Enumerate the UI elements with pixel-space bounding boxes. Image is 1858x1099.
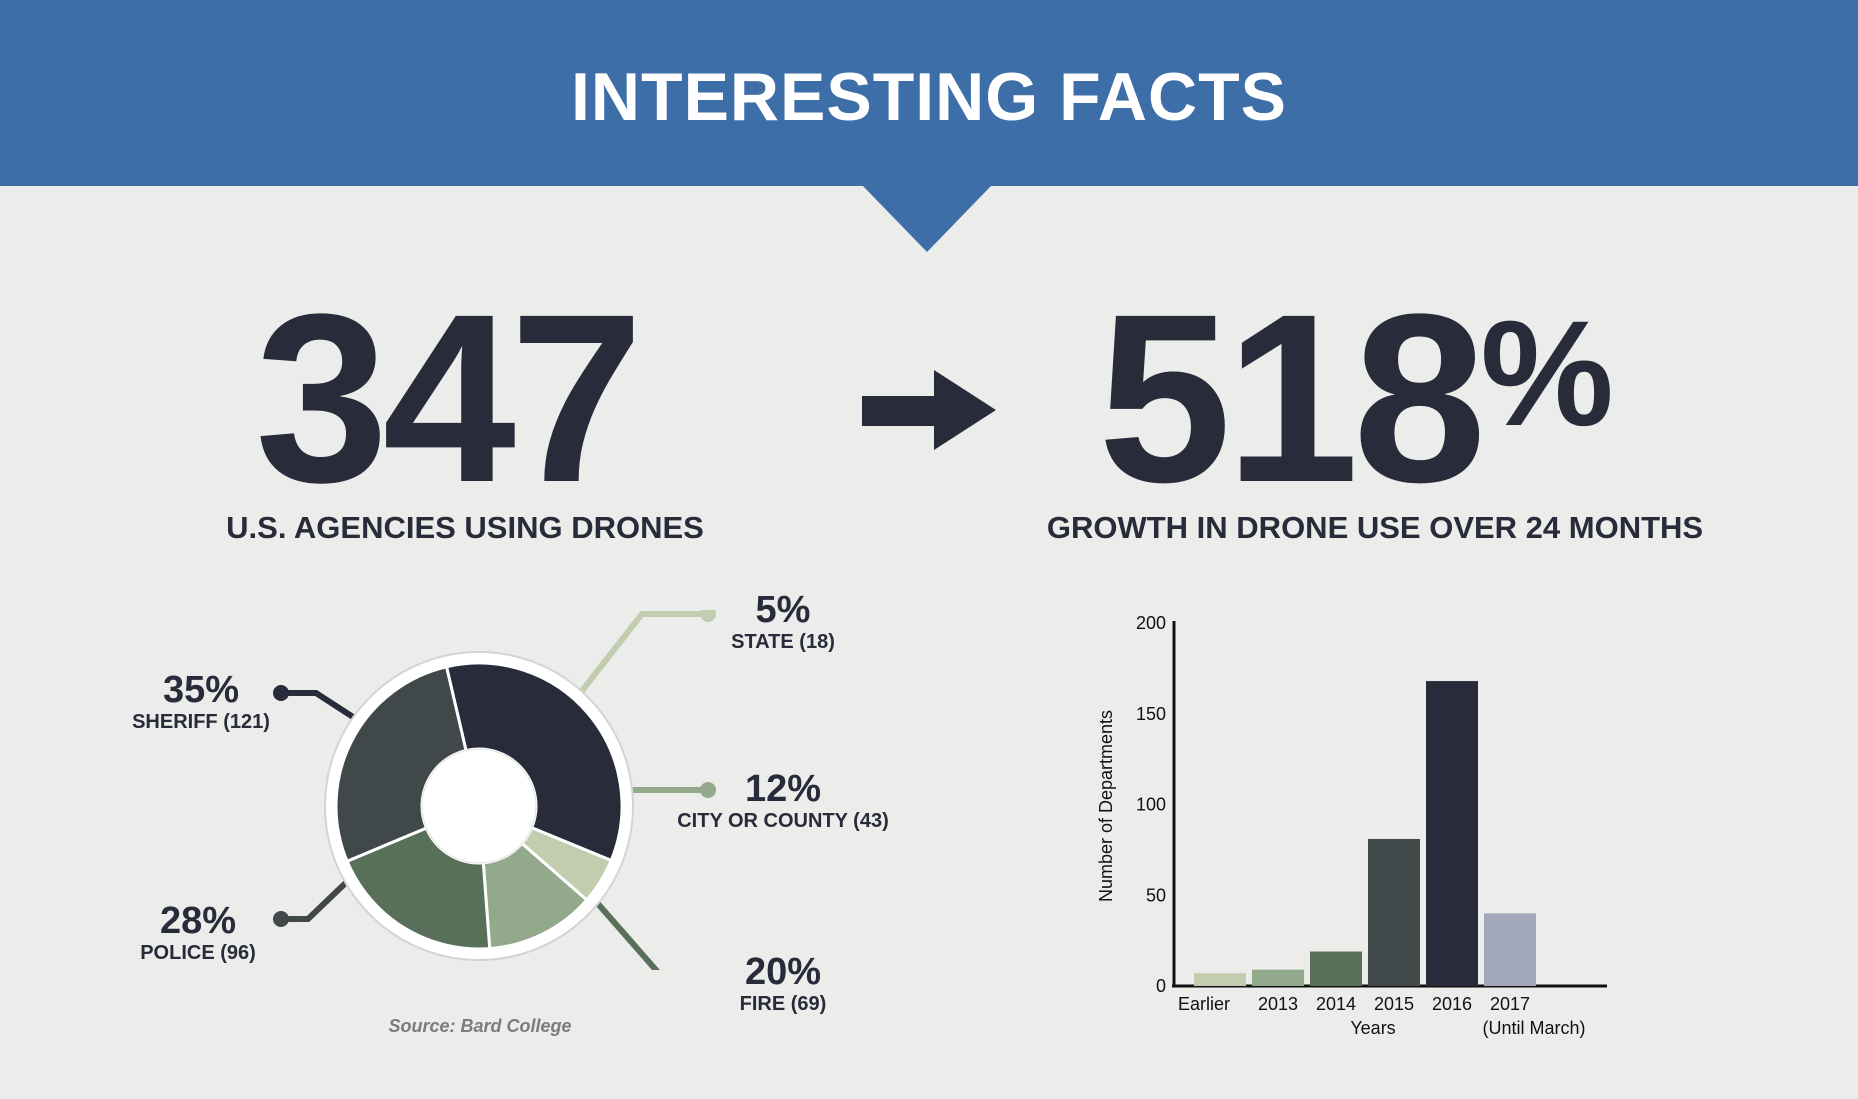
pie-label-city-name: CITY OR COUNTY (43) bbox=[677, 810, 889, 832]
x-tick-5: 2017 bbox=[1490, 994, 1530, 1014]
connector-sheriff bbox=[281, 690, 372, 731]
bar-0 bbox=[1194, 973, 1246, 986]
connector-dot-city bbox=[700, 782, 716, 798]
pie-label-sheriff: 35% SHERIFF (121) bbox=[116, 670, 286, 734]
donut-hole bbox=[421, 748, 537, 864]
pie-label-city: 12% CITY OR COUNTY (43) bbox=[658, 769, 908, 833]
x-axis-label: Years bbox=[1350, 1018, 1395, 1038]
pie-label-sheriff-name: SHERIFF (121) bbox=[132, 711, 270, 733]
connector-dot-police bbox=[273, 911, 289, 927]
pie-label-state-name: STATE (18) bbox=[731, 631, 835, 653]
pie-label-police: 28% POLICE (96) bbox=[118, 901, 278, 965]
connector-dot-state bbox=[700, 610, 716, 622]
x-tick-labels: Earlier 2013 2014 2015 2016 2017 (Until March) bbox=[1178, 994, 1586, 1038]
bar-1 bbox=[1252, 969, 1304, 986]
growth-unit: % bbox=[1480, 289, 1614, 457]
connector-state bbox=[578, 611, 708, 694]
x-tick-1: 2013 bbox=[1258, 994, 1298, 1014]
bar-4 bbox=[1426, 681, 1478, 986]
bar-3 bbox=[1368, 838, 1420, 986]
y-tick-4: 200 bbox=[1136, 613, 1166, 633]
x-tick-sublabel-5: (Until March) bbox=[1482, 1018, 1585, 1038]
pie-label-police-percent: 28% bbox=[159, 900, 237, 942]
growth-stat: 518% bbox=[1098, 278, 1614, 518]
connector-police bbox=[281, 870, 359, 922]
growth-value: 518 bbox=[1098, 264, 1486, 532]
page-title: INTERESTING FACTS bbox=[571, 59, 1287, 135]
agencies-caption: U.S. AGENCIES USING DRONES bbox=[226, 510, 704, 545]
pie-label-fire: 20% FIRE (69) bbox=[703, 952, 863, 1016]
pie-label-fire-percent: 20% bbox=[744, 951, 822, 993]
pie-label-city-percent: 12% bbox=[744, 768, 822, 810]
agencies-count: 347 bbox=[255, 278, 643, 518]
arrow-right-icon bbox=[862, 370, 996, 450]
pie-label-sheriff-percent: 35% bbox=[162, 669, 240, 711]
header-pointer bbox=[863, 186, 991, 252]
bars bbox=[1194, 681, 1536, 986]
x-tick-4: 2016 bbox=[1432, 994, 1472, 1014]
y-tick-1: 50 bbox=[1146, 885, 1166, 905]
donut-chart bbox=[273, 610, 716, 970]
header-banner: INTERESTING FACTS bbox=[0, 0, 1858, 186]
donut-connectors bbox=[273, 610, 716, 970]
x-tick-3: 2015 bbox=[1374, 994, 1414, 1014]
pie-label-state: 5% STATE (18) bbox=[703, 590, 863, 654]
connector-fire bbox=[589, 895, 660, 970]
x-tick-2: 2014 bbox=[1316, 994, 1356, 1014]
source-note: Source: Bard College bbox=[388, 1016, 572, 1036]
growth-caption: GROWTH IN DRONE USE OVER 24 MONTHS bbox=[1046, 510, 1704, 545]
y-axis-label: Number of Departments bbox=[1096, 710, 1116, 902]
connector-dot-sheriff bbox=[273, 685, 289, 701]
pie-label-state-percent: 5% bbox=[755, 589, 811, 631]
pie-label-police-name: POLICE (96) bbox=[140, 942, 256, 964]
pie-label-fire-name: FIRE (69) bbox=[739, 993, 827, 1015]
y-tick-2: 100 bbox=[1136, 795, 1166, 815]
x-tick-0: Earlier bbox=[1178, 994, 1230, 1014]
y-tick-0: 0 bbox=[1156, 976, 1166, 996]
bar-2 bbox=[1310, 951, 1362, 986]
bar-chart: 0 50 100 150 200 Earlier 2013 2014 2015 2016 2017… bbox=[1096, 613, 1607, 1038]
bar-5 bbox=[1484, 913, 1536, 986]
agencies-count-value: 347 bbox=[255, 264, 643, 532]
y-tick-labels: 0 50 100 150 200 bbox=[1136, 613, 1166, 996]
y-tick-3: 150 bbox=[1136, 704, 1166, 724]
